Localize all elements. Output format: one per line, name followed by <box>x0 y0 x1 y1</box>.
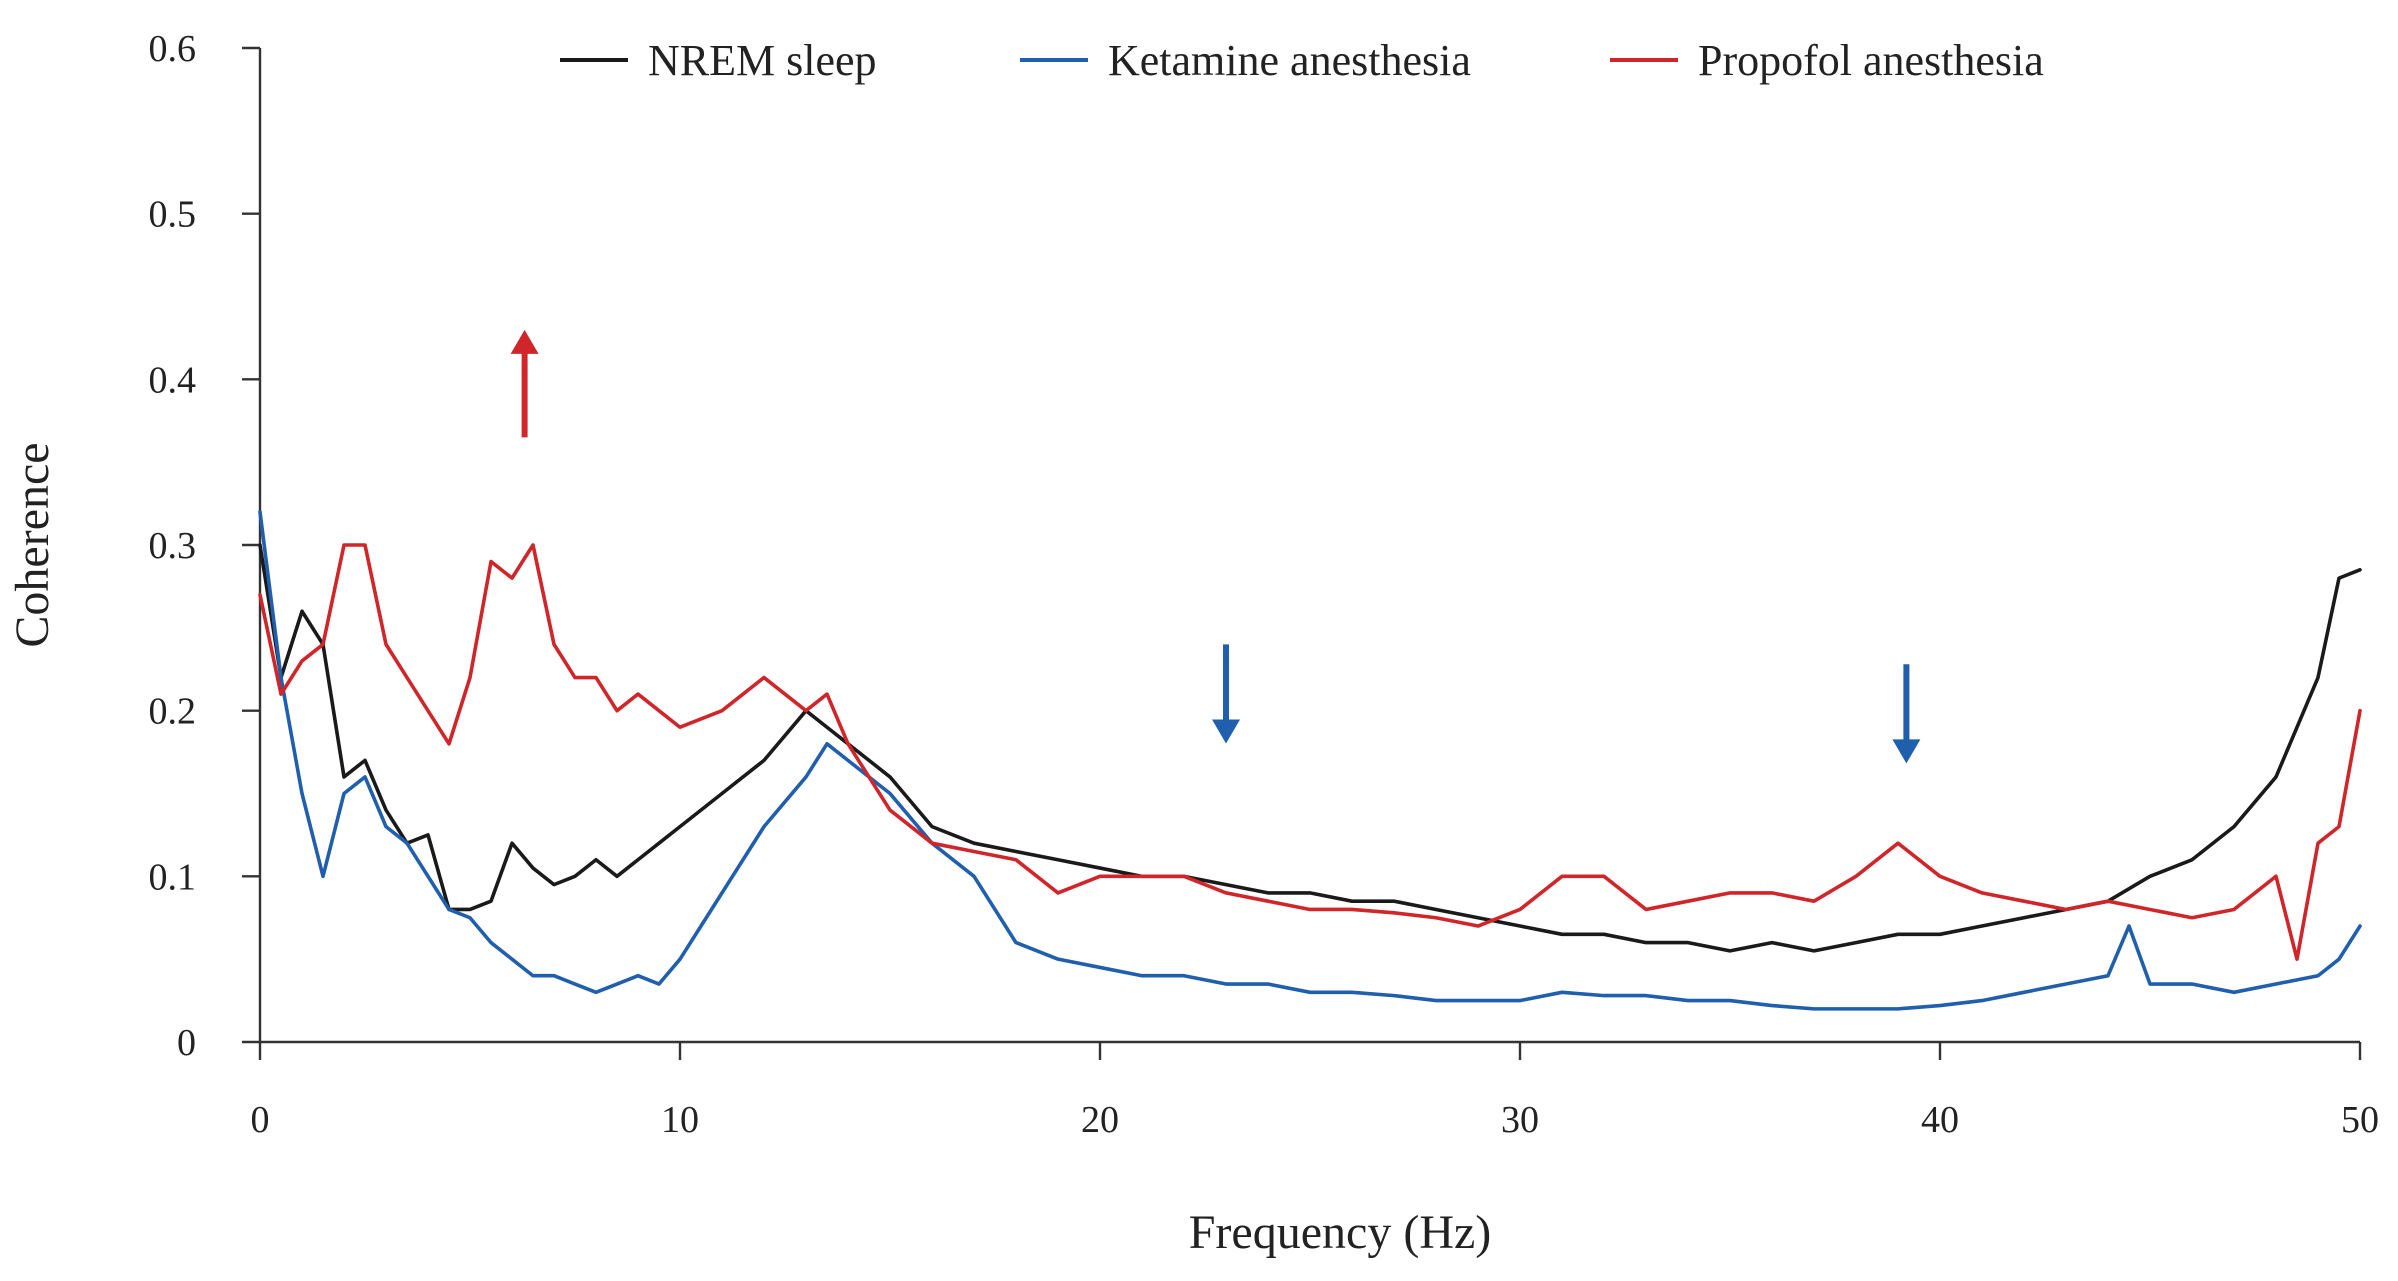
legend-label: Propofol anesthesia <box>1698 36 2044 85</box>
down-arrow-annotation <box>1892 664 1921 764</box>
y-tick-label: 0 <box>177 1022 196 1064</box>
y-tick-label: 0.5 <box>149 194 197 236</box>
legend-item-nrem-sleep: NREM sleep <box>560 36 877 85</box>
series-line-ketamine-anesthesia <box>258 510 2362 1011</box>
y-tick-label: 0.4 <box>149 359 197 401</box>
up-arrow-annotation <box>510 329 539 438</box>
legend: NREM sleep Ketamine anesthesia Propofol an… <box>560 36 2044 85</box>
down-arrow-annotation <box>1212 644 1240 744</box>
series-line-propofol-anesthesia <box>258 543 2362 961</box>
x-tick-label: 0 <box>251 1099 270 1141</box>
legend-item-propofol-anesthesia: Propofol anesthesia <box>1610 36 2044 85</box>
x-ticks: 0 10 20 30 40 50 <box>251 1042 2379 1141</box>
y-tick-label: 0.3 <box>149 525 197 567</box>
arrow-head <box>1212 719 1240 744</box>
legend-item-ketamine-anesthesia: Ketamine anesthesia <box>1020 36 1471 85</box>
x-tick-label: 50 <box>2341 1099 2379 1141</box>
series-layer <box>258 510 2362 1011</box>
series-line-nrem-sleep <box>258 543 2362 953</box>
y-tick-label: 0.6 <box>149 28 197 70</box>
arrow-head <box>510 329 539 354</box>
x-tick-label: 30 <box>1501 1099 1539 1141</box>
x-tick-label: 20 <box>1081 1099 1119 1141</box>
arrow-head <box>1892 739 1921 764</box>
annotation-layer <box>510 329 1921 764</box>
legend-label: Ketamine anesthesia <box>1108 36 1471 85</box>
y-tick-label: 0.1 <box>149 856 197 898</box>
legend-label: NREM sleep <box>648 36 877 85</box>
x-tick-label: 10 <box>661 1099 699 1141</box>
x-axis-title: Frequency (Hz) <box>1189 1206 1492 1259</box>
y-ticks: 0 0.1 0.2 0.3 0.4 0.5 0.6 <box>149 28 260 1064</box>
y-axis-title: Coherence <box>6 442 59 647</box>
y-tick-label: 0.2 <box>149 691 197 733</box>
x-tick-label: 40 <box>1921 1099 1959 1141</box>
